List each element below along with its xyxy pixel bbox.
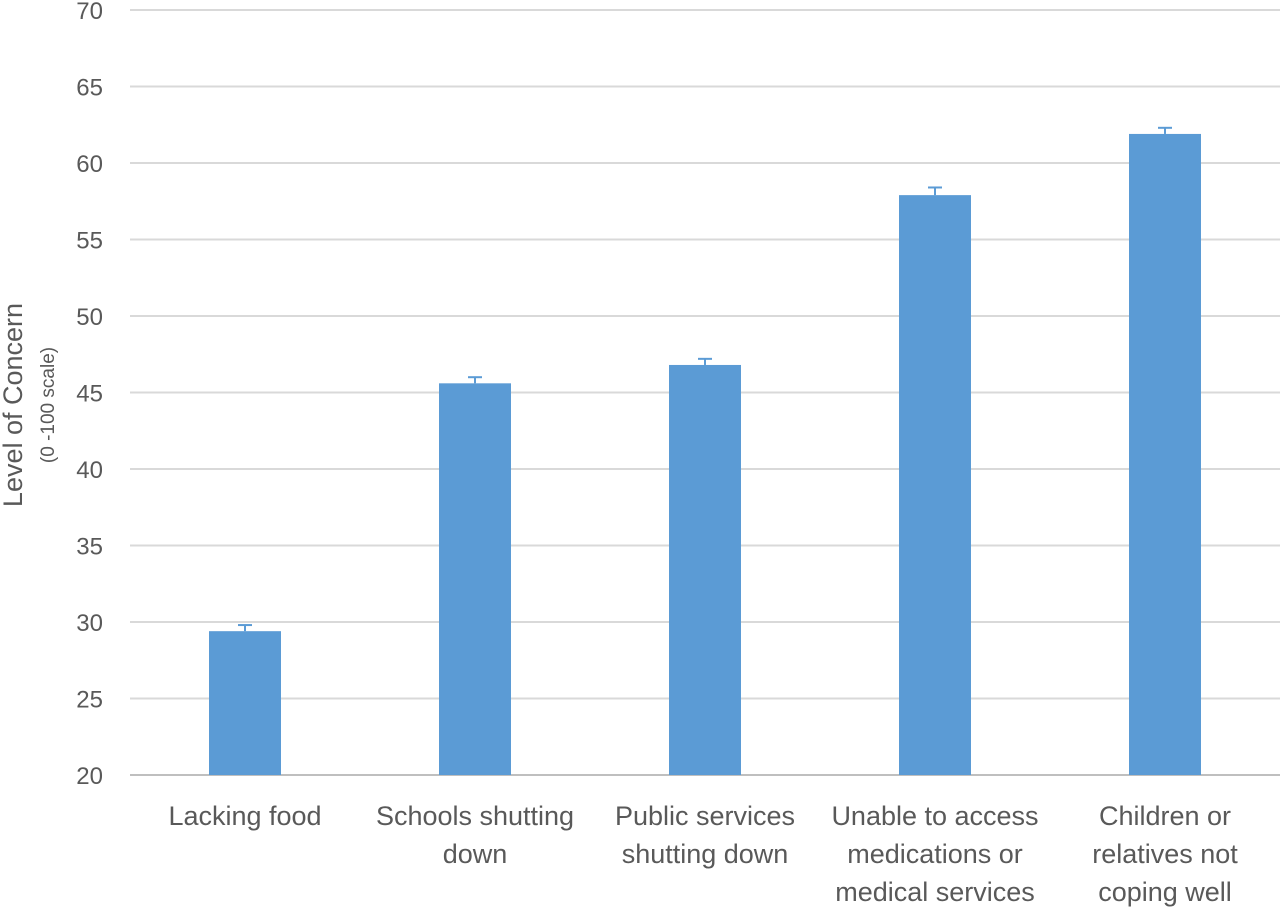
y-tick-label: 65 xyxy=(76,75,103,102)
bar xyxy=(1129,133,1201,775)
y-tick-label: 40 xyxy=(76,457,103,484)
bar xyxy=(209,631,281,775)
x-category-label-line: Public services xyxy=(615,801,795,831)
y-tick-label: 20 xyxy=(76,763,103,790)
x-category-label: Schools shutting down xyxy=(376,801,574,869)
x-category-label-line: coping well xyxy=(1098,877,1232,907)
x-category-label-line: Children or xyxy=(1099,801,1231,831)
y-tick-label: 60 xyxy=(76,151,103,178)
x-category-label-line: Schools shutting xyxy=(376,801,574,831)
x-category-label: Lacking food xyxy=(168,801,321,831)
y-tick-label: 25 xyxy=(76,687,103,714)
x-category-label-line: Lacking food xyxy=(168,801,321,831)
y-tick-label: 70 xyxy=(76,0,103,25)
x-category-label-line: relatives not xyxy=(1092,839,1238,869)
x-category-label: Unable to access medications or medical se… xyxy=(831,801,1038,907)
bar xyxy=(669,364,741,775)
error-bars xyxy=(238,126,1172,632)
x-category-label: Public services shutting down xyxy=(615,801,795,869)
x-category-labels: Lacking food Schools shutting down Public s… xyxy=(168,801,1238,907)
y-tick-label: 55 xyxy=(76,228,103,255)
bar xyxy=(899,195,971,775)
y-tick-label: 45 xyxy=(76,381,103,408)
y-tick-label: 50 xyxy=(76,304,103,331)
x-category-label-line: Unable to access xyxy=(831,801,1038,831)
x-category-label: Children or relatives not coping well xyxy=(1092,801,1238,907)
x-category-label-line: shutting down xyxy=(622,839,789,869)
bar xyxy=(439,383,511,775)
bars xyxy=(209,133,1201,775)
y-tick-label: 30 xyxy=(76,610,103,637)
x-category-label-line: down xyxy=(443,839,508,869)
x-category-label-line: medications or xyxy=(847,839,1023,869)
y-axis-subtitle: (0 -100 scale) xyxy=(38,347,59,463)
y-axis-title: Level of Concern xyxy=(0,303,28,507)
y-tick-label: 35 xyxy=(76,534,103,561)
y-tick-labels: 20 25 30 35 40 45 50 55 60 65 70 xyxy=(76,0,103,790)
x-category-label-line: medical services xyxy=(835,877,1035,907)
